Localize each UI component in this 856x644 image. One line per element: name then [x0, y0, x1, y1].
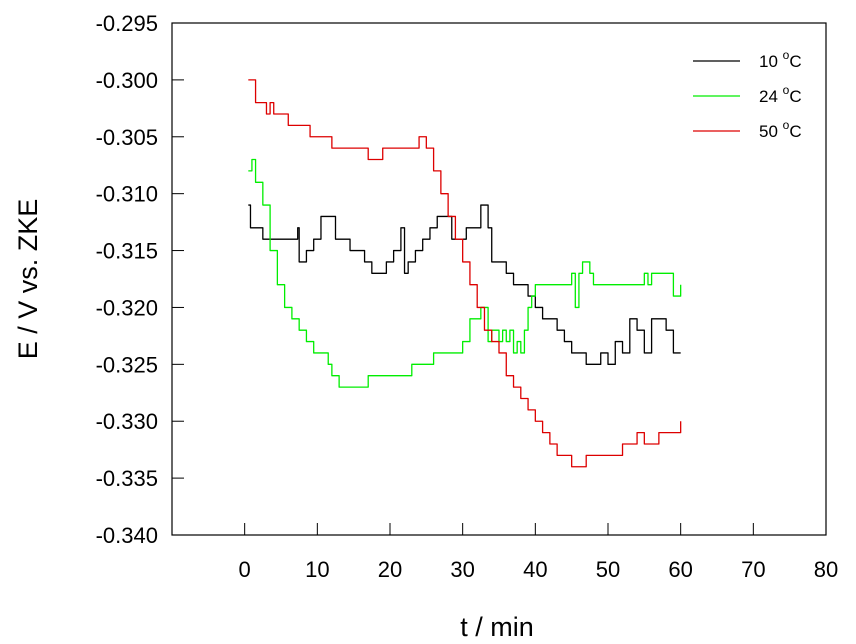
x-tick-label: 20	[378, 557, 402, 582]
x-tick-label: 50	[596, 557, 620, 582]
series-lines	[248, 79, 682, 468]
legend-label: 50 oC	[759, 118, 802, 141]
y-tick-label: -0.300	[96, 68, 158, 93]
x-axis-ticks: 0 10 20 30 40 50 60 70 80	[239, 523, 838, 582]
y-tick-label: -0.340	[96, 523, 158, 548]
y-tick-label: -0.310	[96, 182, 158, 207]
x-tick-label: 10	[305, 557, 329, 582]
plot-frame	[171, 22, 827, 536]
y-axis-title: E / V vs. ZKE	[13, 199, 43, 360]
x-tick-label: 40	[523, 557, 547, 582]
x-tick-label: 80	[814, 557, 838, 582]
y-axis-ticks: -0.295 -0.300 -0.305 -0.310 -0.315 -0.320 -0.3…	[96, 11, 184, 548]
y-tick-label: -0.330	[96, 409, 158, 434]
x-tick-label: 30	[450, 557, 474, 582]
x-tick-label: 0	[239, 557, 251, 582]
y-tick-label: -0.320	[96, 295, 158, 320]
x-axis-title: t / min	[460, 612, 534, 642]
y-tick-label: -0.315	[96, 239, 158, 264]
series-line-10-c	[248, 204, 681, 365]
x-tick-label: 70	[741, 557, 765, 582]
x-tick-label: 60	[668, 557, 692, 582]
legend: 10 oC 24 oC 50 oC	[693, 48, 802, 141]
y-tick-label: -0.305	[96, 125, 158, 150]
legend-label: 24 oC	[759, 83, 802, 106]
series-line-50-c	[248, 79, 682, 468]
y-tick-label: -0.335	[96, 466, 158, 491]
y-tick-label: -0.325	[96, 352, 158, 377]
legend-label: 10 oC	[759, 48, 802, 71]
y-tick-label: -0.295	[96, 11, 158, 36]
